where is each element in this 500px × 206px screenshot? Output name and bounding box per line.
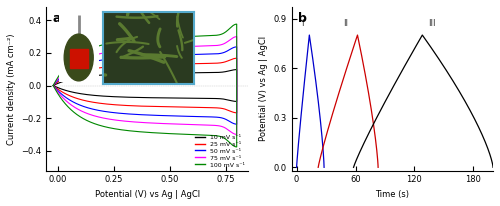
Text: III: III xyxy=(428,19,436,28)
Text: I: I xyxy=(301,19,304,28)
Text: II: II xyxy=(343,19,348,28)
Legend: 10 mV s⁻¹, 25 mV s⁻¹, 50 mV s⁻¹, 75 mV s⁻¹, 100 mV s⁻¹: 10 mV s⁻¹, 25 mV s⁻¹, 50 mV s⁻¹, 75 mV s… xyxy=(196,134,245,167)
Text: a: a xyxy=(52,12,61,25)
X-axis label: Time (s): Time (s) xyxy=(376,190,410,199)
Text: b: b xyxy=(298,12,306,25)
X-axis label: Potential (V) vs Ag | AgCl: Potential (V) vs Ag | AgCl xyxy=(94,190,200,199)
Y-axis label: Current density (mA cm⁻²): Current density (mA cm⁻²) xyxy=(7,33,16,145)
Y-axis label: Potential (V) vs Ag | AgCl: Potential (V) vs Ag | AgCl xyxy=(259,36,268,141)
